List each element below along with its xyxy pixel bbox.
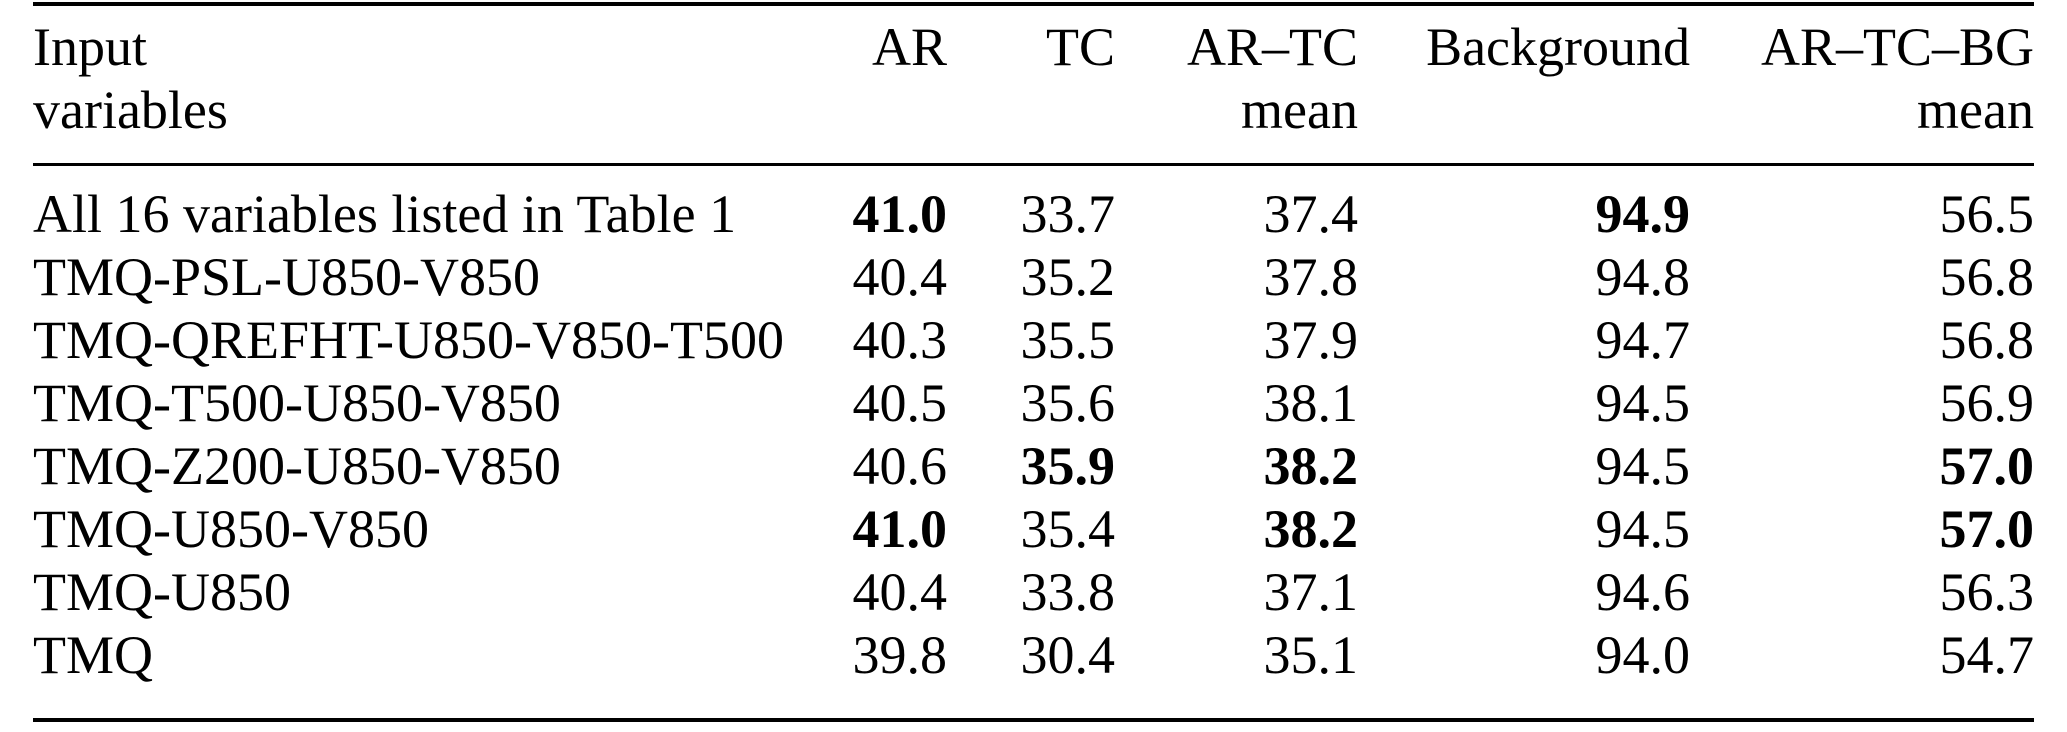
value-cell: 37.4	[1263, 184, 1359, 244]
value-cell: 41.0	[852, 184, 948, 244]
value-cell: 56.8	[1939, 310, 2035, 370]
table-row: TMQ 39.8 30.4 35.1 94.0 54.7	[33, 624, 2034, 720]
header-ar-tc-mean: AR–TC mean	[1115, 4, 1358, 166]
value-cell: 41.0	[852, 499, 948, 559]
value-cell: 38.2	[1263, 436, 1359, 496]
value-cell: 94.9	[1595, 184, 1691, 244]
value-cell: 56.8	[1939, 247, 2035, 307]
value-cell: 56.5	[1939, 184, 2035, 244]
header-line1: AR	[871, 17, 947, 77]
row-label: All 16 variables listed in Table 1	[33, 184, 737, 244]
value-cell: 40.5	[852, 373, 948, 433]
value-cell: 56.3	[1939, 562, 2035, 622]
value-cell: 39.8	[852, 625, 948, 685]
value-cell: 40.4	[852, 247, 948, 307]
value-cell: 35.4	[1020, 499, 1116, 559]
row-label: TMQ-PSL-U850-V850	[33, 247, 540, 307]
header-ar: AR	[813, 4, 947, 166]
value-cell: 35.5	[1020, 310, 1116, 370]
value-cell: 33.8	[1020, 562, 1116, 622]
value-cell: 94.7	[1595, 310, 1691, 370]
value-cell: 38.2	[1263, 499, 1359, 559]
results-table: Input variables AR TC AR–TC mean Backgro…	[33, 2, 2034, 722]
row-label: TMQ	[33, 625, 153, 685]
value-cell: 37.9	[1263, 310, 1359, 370]
value-cell: 94.6	[1595, 562, 1691, 622]
header-background: Background	[1358, 4, 1690, 166]
value-cell: 94.8	[1595, 247, 1691, 307]
table-row: All 16 variables listed in Table 1 41.0 …	[33, 165, 2034, 247]
value-cell: 40.3	[852, 310, 948, 370]
header-line2: mean	[1241, 80, 1358, 140]
header-line1: TC	[1045, 17, 1115, 77]
table-row: TMQ-QREFHT-U850-V850-T500 40.3 35.5 37.9…	[33, 309, 2034, 372]
header-line2: mean	[1917, 80, 2034, 140]
value-cell: 94.5	[1595, 436, 1691, 496]
header-line1: Input	[33, 17, 147, 77]
value-cell: 40.4	[852, 562, 948, 622]
table-row: TMQ-Z200-U850-V850 40.6 35.9 38.2 94.5 5…	[33, 435, 2034, 498]
header-ar-tc-bg-mean: AR–TC–BG mean	[1690, 4, 2034, 166]
header-line1: AR–TC	[1186, 17, 1358, 77]
row-label: TMQ-T500-U850-V850	[33, 373, 561, 433]
header-line1: Background	[1426, 17, 1690, 77]
value-cell: 56.9	[1939, 373, 2035, 433]
row-label: TMQ-U850	[33, 562, 291, 622]
table-row: TMQ-U850-V850 41.0 35.4 38.2 94.5 57.0	[33, 498, 2034, 561]
table-row: TMQ-PSL-U850-V850 40.4 35.2 37.8 94.8 56…	[33, 246, 2034, 309]
value-cell: 35.9	[1020, 436, 1116, 496]
value-cell: 35.6	[1020, 373, 1116, 433]
value-cell: 30.4	[1020, 625, 1116, 685]
table-row: TMQ-T500-U850-V850 40.5 35.6 38.1 94.5 5…	[33, 372, 2034, 435]
value-cell: 54.7	[1939, 625, 2035, 685]
value-cell: 35.2	[1020, 247, 1116, 307]
row-label: TMQ-QREFHT-U850-V850-T500	[33, 310, 784, 370]
header-row: Input variables AR TC AR–TC mean Backgro…	[33, 4, 2034, 166]
value-cell: 57.0	[1939, 499, 2035, 559]
table-row: TMQ-U850 40.4 33.8 37.1 94.6 56.3	[33, 561, 2034, 624]
value-cell: 35.1	[1263, 625, 1359, 685]
header-line2: variables	[33, 80, 228, 140]
value-cell: 94.5	[1595, 499, 1691, 559]
value-cell: 37.1	[1263, 562, 1359, 622]
value-cell: 40.6	[852, 436, 948, 496]
table-body: All 16 variables listed in Table 1 41.0 …	[33, 165, 2034, 721]
header-input-variables: Input variables	[33, 4, 813, 166]
row-label: TMQ-Z200-U850-V850	[33, 436, 561, 496]
value-cell: 94.5	[1595, 373, 1691, 433]
table-header: Input variables AR TC AR–TC mean Backgro…	[33, 4, 2034, 166]
header-tc: TC	[947, 4, 1115, 166]
value-cell: 37.8	[1263, 247, 1359, 307]
row-label: TMQ-U850-V850	[33, 499, 429, 559]
value-cell: 57.0	[1939, 436, 2035, 496]
value-cell: 94.0	[1595, 625, 1691, 685]
value-cell: 33.7	[1020, 184, 1116, 244]
header-line1: AR–TC–BG	[1760, 17, 2034, 77]
value-cell: 38.1	[1263, 373, 1359, 433]
